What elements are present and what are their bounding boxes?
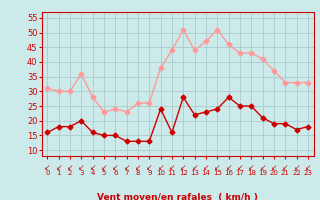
Text: ↙: ↙ [67,163,73,172]
Text: ↙: ↙ [44,163,51,172]
Text: ↙: ↙ [271,163,277,172]
Text: ↙: ↙ [237,163,243,172]
Text: ↙: ↙ [169,163,175,172]
Text: ↙: ↙ [101,163,107,172]
Text: ↙: ↙ [112,163,118,172]
Text: ↙: ↙ [214,163,220,172]
Text: ↙: ↙ [248,163,254,172]
Text: ↙: ↙ [203,163,209,172]
Text: ↙: ↙ [293,163,300,172]
Text: ↙: ↙ [78,163,84,172]
Text: ↙: ↙ [191,163,198,172]
Text: ↙: ↙ [305,163,311,172]
Text: ↙: ↙ [135,163,141,172]
X-axis label: Vent moyen/en rafales  ( km/h ): Vent moyen/en rafales ( km/h ) [97,193,258,200]
Text: ↙: ↙ [89,163,96,172]
Text: ↙: ↙ [225,163,232,172]
Text: ↙: ↙ [146,163,152,172]
Text: ↙: ↙ [55,163,62,172]
Text: ↙: ↙ [260,163,266,172]
Text: ↙: ↙ [124,163,130,172]
Text: ↙: ↙ [180,163,187,172]
Text: ↙: ↙ [157,163,164,172]
Text: ↙: ↙ [282,163,288,172]
